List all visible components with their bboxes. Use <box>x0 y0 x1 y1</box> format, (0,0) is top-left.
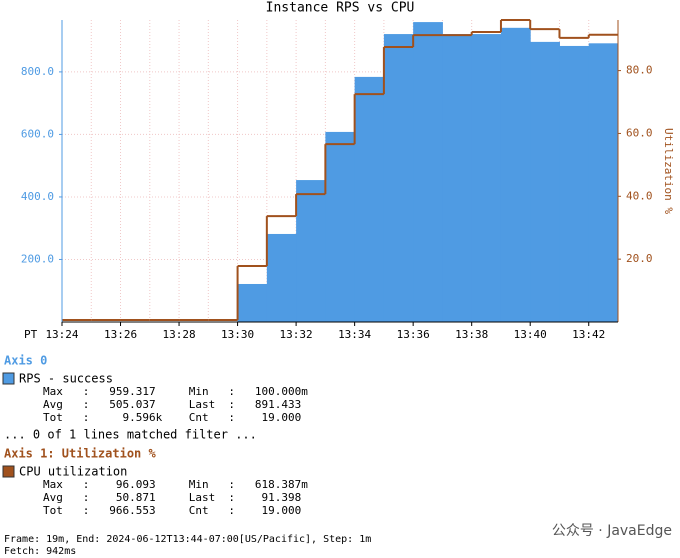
bar <box>559 45 590 322</box>
legend-stat: Max : 96.093 Min : 618.387m <box>43 478 308 491</box>
bar <box>354 76 385 322</box>
bar <box>413 22 443 323</box>
y-tick-label: 800.0 <box>21 65 54 78</box>
legend-stat: Max : 959.317 Min : 100.000m <box>43 385 308 398</box>
legend-header: Axis 1: Utilization % <box>4 447 156 461</box>
legend-swatch <box>2 465 15 478</box>
bar <box>530 41 560 322</box>
legend-entry: RPS - success <box>19 372 113 386</box>
bar <box>471 34 502 322</box>
x-tick-label: 13:40 <box>514 328 547 341</box>
y2-tick-label: 60.0 <box>626 126 653 139</box>
x-tick-label: 13:36 <box>397 328 430 341</box>
legend-header: Axis 0 <box>4 354 47 368</box>
x-tick-label: 13:24 <box>45 328 78 341</box>
bar <box>237 283 268 322</box>
x-tick-label: 13:30 <box>221 328 254 341</box>
legend-stat: Avg : 505.037 Last : 891.433 <box>43 398 301 411</box>
bar <box>296 180 326 322</box>
bar <box>442 34 473 322</box>
footer: Fetch: 942ms <box>4 546 76 557</box>
filter-note: ... 0 of 1 lines matched filter ... <box>4 428 257 442</box>
legend-stat: Tot : 9.596k Cnt : 19.000 <box>43 411 301 424</box>
watermark: 公众号 · JavaEdge <box>552 523 672 539</box>
bar <box>325 131 356 322</box>
y-tick-label: 400.0 <box>21 190 54 203</box>
y-tick-label: 600.0 <box>21 127 54 140</box>
bar <box>500 27 531 322</box>
footer: Frame: 19m, End: 2024-06-12T13:44-07:00[… <box>4 534 371 545</box>
x-tick-label: 13:34 <box>338 328 371 341</box>
legend-stat: Avg : 50.871 Last : 91.398 <box>43 491 301 504</box>
y2-axis-label: Utilization % <box>662 128 675 214</box>
bar <box>266 233 297 322</box>
x-tick-label: 13:28 <box>162 328 195 341</box>
legend-stat: Tot : 966.553 Cnt : 19.000 <box>43 504 301 517</box>
legend-entry: CPU utilization <box>19 465 127 479</box>
x-tick-label: 13:42 <box>572 328 605 341</box>
bar <box>588 43 619 323</box>
y2-tick-label: 40.0 <box>626 189 653 202</box>
x-tick-label: 13:38 <box>455 328 488 341</box>
y2-tick-label: 80.0 <box>626 64 653 77</box>
legend-swatch <box>2 372 15 385</box>
y2-tick-label: 20.0 <box>626 252 653 265</box>
x-tick-label: 13:26 <box>104 328 137 341</box>
y-tick-label: 200.0 <box>21 252 54 265</box>
bar <box>383 34 414 322</box>
x-tick-label: 13:32 <box>280 328 313 341</box>
chart-title: Instance RPS vs CPU <box>266 1 415 16</box>
x-prefix: PT <box>24 328 38 341</box>
